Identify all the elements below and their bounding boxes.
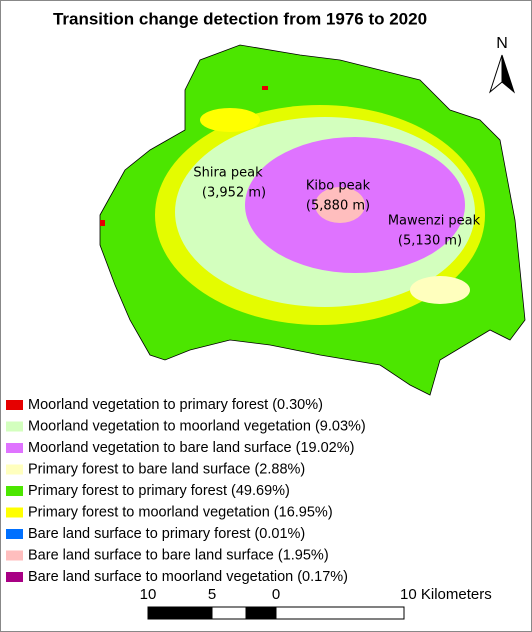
legend-label: Primary forest to primary forest (49.69%… bbox=[28, 483, 290, 499]
peak-elevation: (5,130 m) bbox=[398, 234, 462, 249]
legend: Moorland vegetation to primary forest (0… bbox=[6, 397, 366, 585]
patch bbox=[262, 86, 268, 90]
peak-name: Kibo peak bbox=[306, 179, 371, 194]
scale-bar: 10 5 0 10 Kilometers bbox=[140, 586, 492, 620]
north-arrow: N bbox=[488, 35, 516, 94]
scale-segment bbox=[211, 606, 247, 620]
summit bbox=[315, 187, 365, 223]
scale-label: 10 Kilometers bbox=[400, 586, 492, 603]
legend-swatch bbox=[6, 400, 23, 410]
legend-swatch bbox=[6, 529, 23, 539]
legend-swatch bbox=[6, 486, 23, 496]
peak-name: Shira peak bbox=[193, 166, 263, 181]
north-label: N bbox=[496, 35, 508, 52]
legend-label: Primary forest to bare land surface (2.8… bbox=[28, 461, 305, 477]
peak-elevation: (5,880 m) bbox=[306, 199, 370, 214]
scale-segment bbox=[147, 606, 213, 620]
legend-swatch bbox=[6, 443, 23, 453]
legend-swatch bbox=[6, 421, 23, 432]
legend-label: Moorland vegetation to moorland vegetati… bbox=[28, 418, 366, 434]
scale-segment bbox=[245, 606, 277, 620]
legend-swatch bbox=[6, 550, 23, 561]
map-title: Transition change detection from 1976 to… bbox=[53, 9, 427, 28]
scale-segment bbox=[275, 606, 405, 620]
patch bbox=[100, 220, 105, 226]
legend-swatch bbox=[6, 507, 23, 518]
legend-swatch bbox=[6, 572, 23, 582]
legend-label: Moorland vegetation to primary forest (0… bbox=[28, 397, 323, 413]
peak-name: Mawenzi peak bbox=[388, 214, 481, 229]
patch bbox=[200, 108, 260, 132]
legend-label: Bare land surface to bare land surface (… bbox=[28, 547, 329, 563]
patch bbox=[410, 276, 470, 304]
legend-label: Primary forest to moorland vegetation (1… bbox=[28, 504, 333, 520]
map: Shira peak (3,952 m) Kibo peak (5,880 m)… bbox=[99, 44, 526, 396]
legend-label: Bare land surface to moorland vegetation… bbox=[28, 569, 348, 585]
arrow-right bbox=[501, 54, 516, 94]
legend-swatch bbox=[6, 464, 23, 475]
legend-label: Bare land surface to primary forest (0.0… bbox=[28, 526, 305, 542]
scale-label: 0 bbox=[272, 586, 280, 603]
scale-label: 5 bbox=[208, 586, 216, 603]
scale-label: 10 bbox=[140, 586, 157, 603]
peak-elevation: (3,952 m) bbox=[202, 186, 266, 201]
legend-label: Moorland vegetation to bare land surface… bbox=[28, 440, 354, 456]
